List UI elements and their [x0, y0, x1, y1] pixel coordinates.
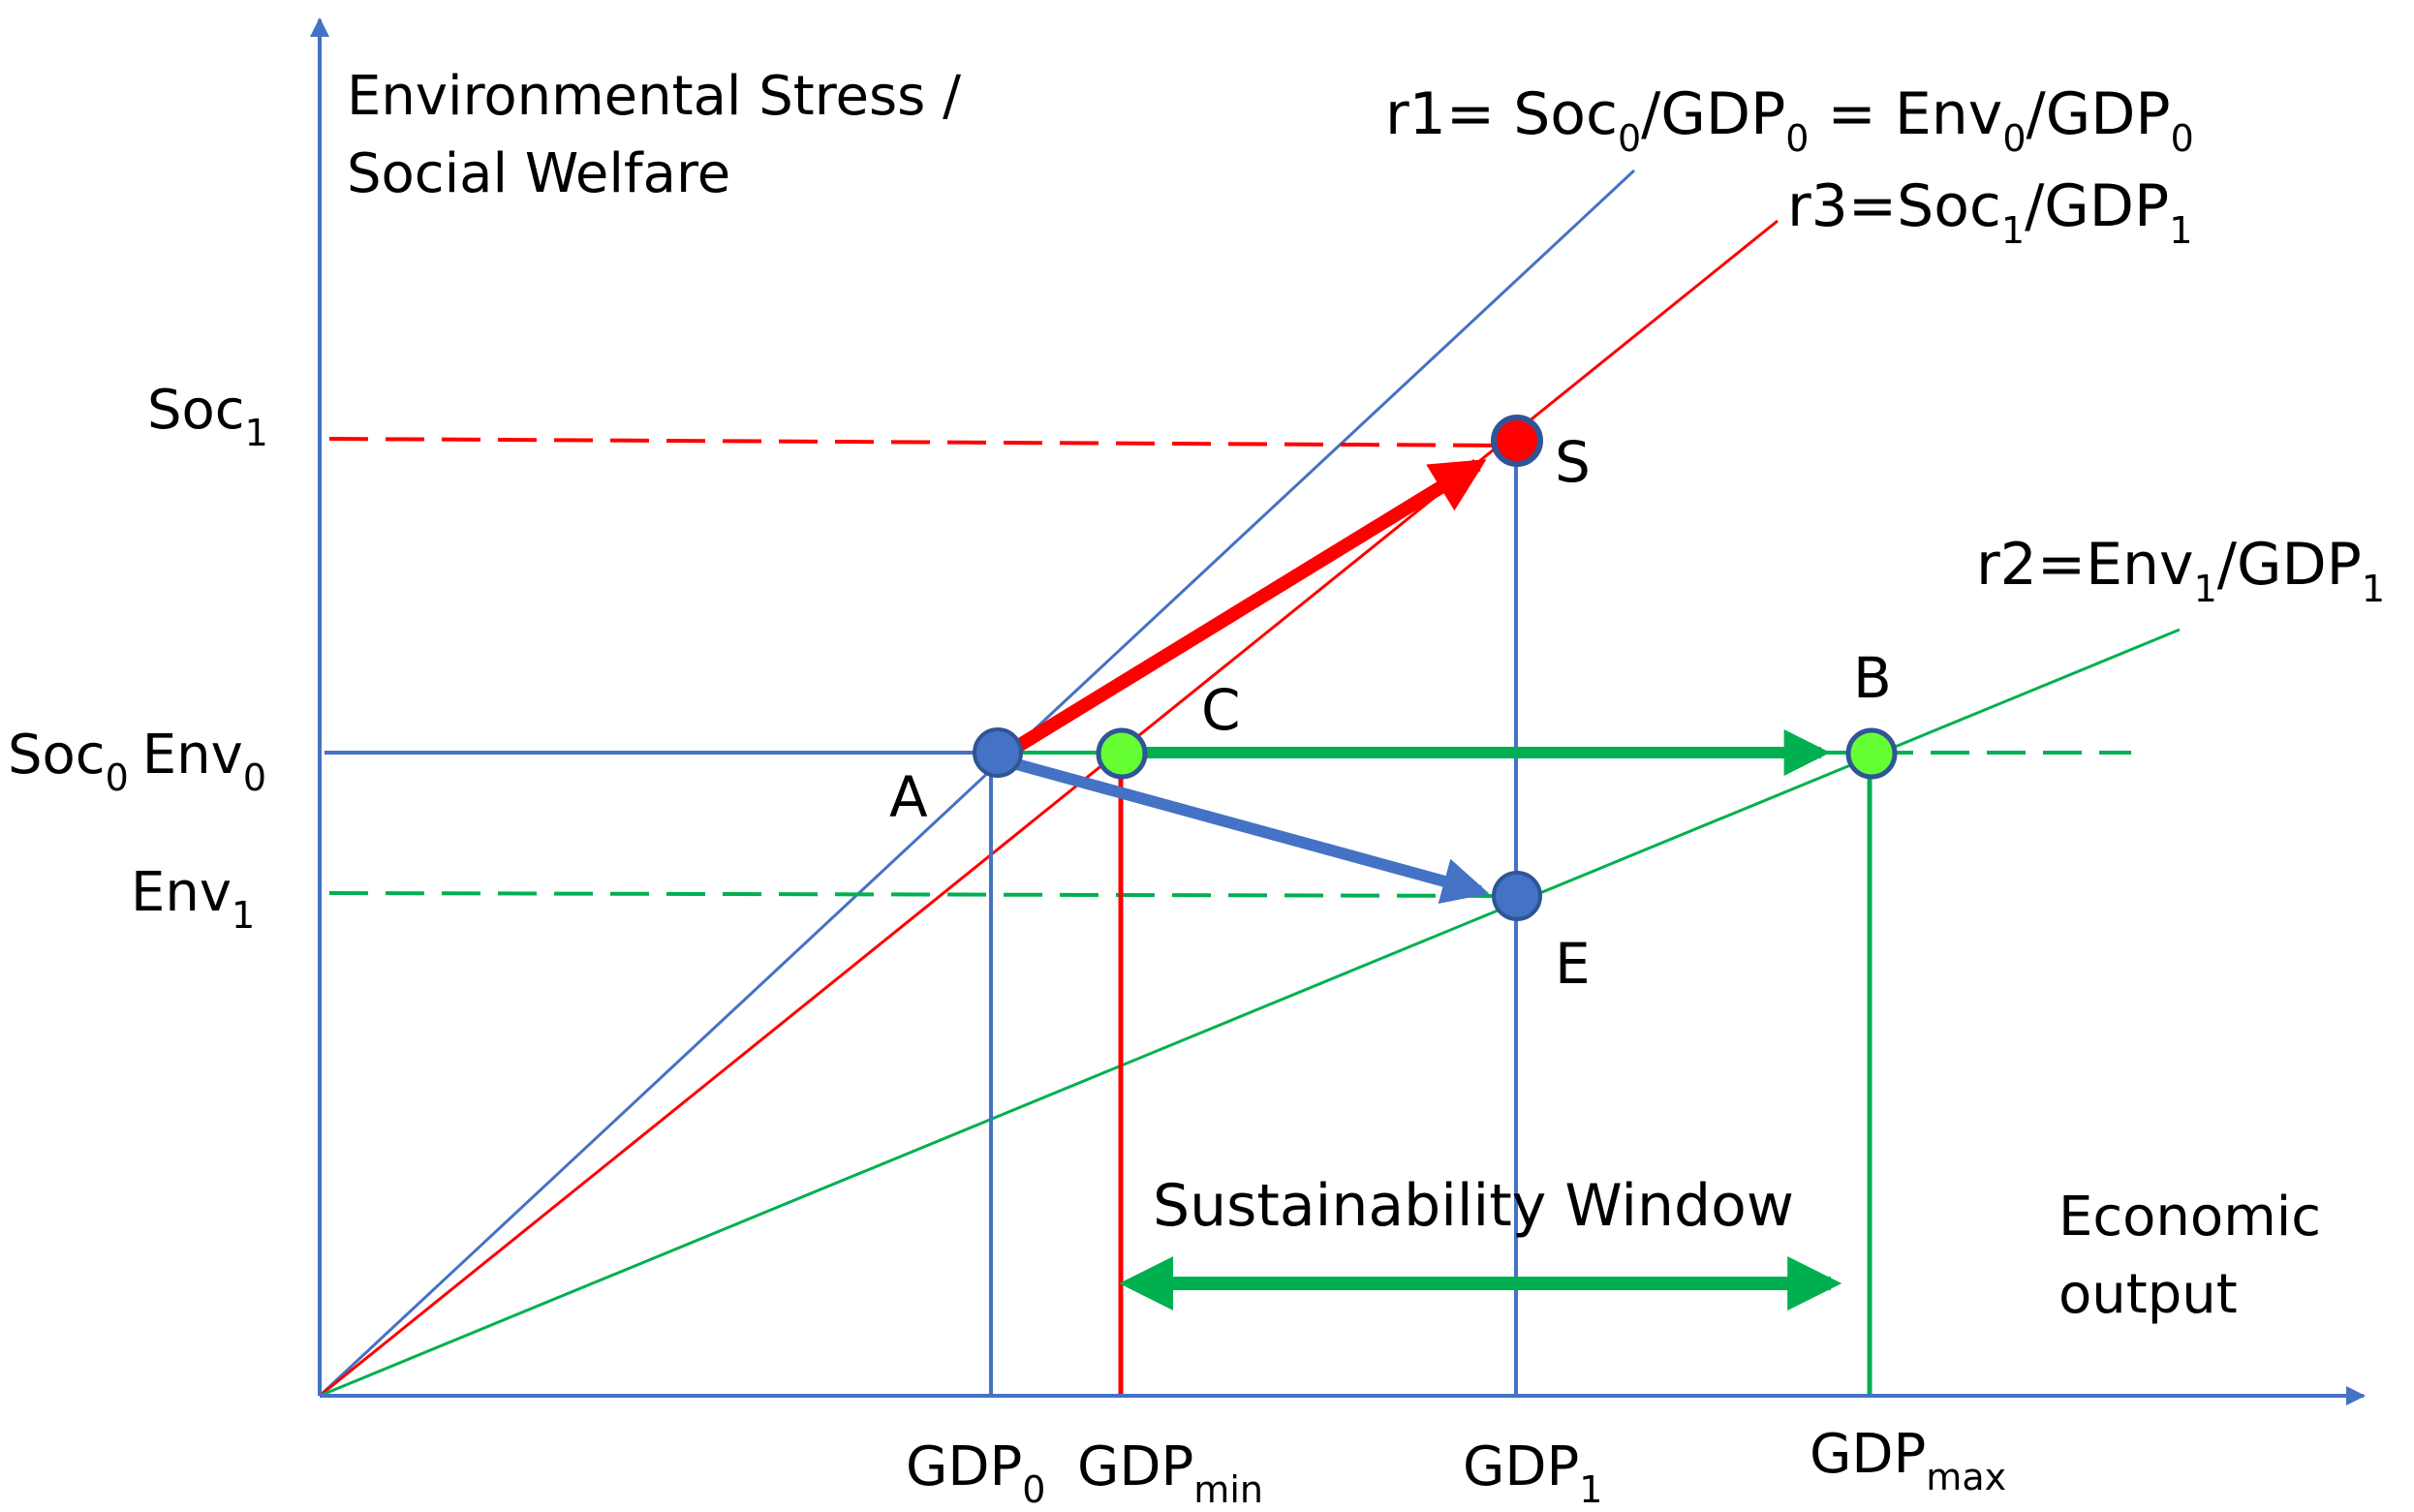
- point-b-marker: [1845, 727, 1898, 780]
- ray-r1-line: [318, 169, 1636, 1398]
- y-tick-env1: Env1: [131, 861, 255, 937]
- x-tick-gdpmax: GDPmax: [1810, 1423, 2006, 1498]
- point-s-label: S: [1555, 429, 1591, 495]
- point-e-marker: [1492, 871, 1542, 921]
- point-b-label: B: [1853, 645, 1892, 711]
- point-a-marker: [973, 727, 1023, 778]
- y-axis-title-line2: Social Welfare: [347, 142, 730, 205]
- x-tick-gdpmin: GDPmin: [1077, 1435, 1263, 1511]
- ray-r1-equation: r1= Soc0/GDP0 = Env0/GDP0: [1385, 80, 2194, 160]
- x-tick-gdp0: GDP0: [906, 1435, 1045, 1511]
- point-c-marker: [1096, 727, 1148, 780]
- y-tick-soc0-env0: Soc0 Env0: [8, 724, 266, 799]
- ray-r2-equation: r2=Env1/GDP1: [1976, 531, 2385, 610]
- point-a-label: A: [889, 764, 928, 830]
- x-axis-title-line2: output: [2058, 1263, 2238, 1326]
- point-s-marker: [1491, 415, 1543, 467]
- y-axis-title-line1: Environmental Stress /: [347, 65, 961, 128]
- ray-r3-equation: r3=Soc1/GDP1: [1787, 172, 2192, 252]
- soc1-dashed-line: [328, 437, 1517, 447]
- x-axis-title-line1: Economic: [2058, 1186, 2321, 1249]
- ray-r3-line: [319, 219, 1779, 1398]
- y-tick-soc1: Soc1: [147, 379, 268, 454]
- sustainability-window-label: Sustainability Window: [1153, 1172, 1794, 1240]
- arrow-a-to-s: [999, 459, 1487, 761]
- x-tick-gdp1: GDP1: [1463, 1435, 1602, 1511]
- point-c-label: C: [1201, 677, 1241, 743]
- arrow-a-to-e: [1001, 755, 1490, 905]
- env1-dashed-line: [328, 891, 1517, 898]
- point-e-label: E: [1555, 931, 1591, 997]
